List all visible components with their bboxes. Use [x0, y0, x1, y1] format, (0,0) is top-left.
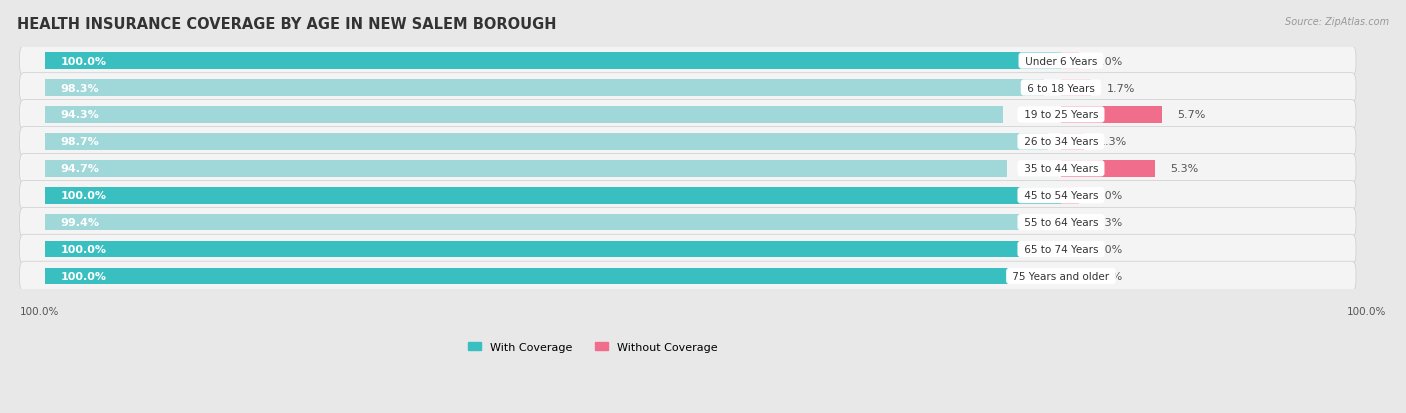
- FancyBboxPatch shape: [20, 235, 1355, 264]
- Bar: [1062, 107, 1163, 123]
- Text: 26 to 34 Years: 26 to 34 Years: [1021, 137, 1101, 147]
- Text: 100.0%: 100.0%: [60, 244, 107, 254]
- Bar: [1062, 161, 1156, 177]
- Text: 5.3%: 5.3%: [1170, 164, 1199, 174]
- Bar: [45, 134, 1047, 150]
- Text: Source: ZipAtlas.com: Source: ZipAtlas.com: [1285, 17, 1389, 26]
- Text: 35 to 44 Years: 35 to 44 Years: [1021, 164, 1101, 174]
- Bar: [1062, 80, 1091, 97]
- Text: 0.0%: 0.0%: [1094, 57, 1122, 66]
- Bar: [45, 268, 1062, 285]
- FancyBboxPatch shape: [20, 47, 1355, 76]
- Text: 19 to 25 Years: 19 to 25 Years: [1021, 110, 1101, 120]
- Text: 0.63%: 0.63%: [1087, 218, 1122, 228]
- Text: 6 to 18 Years: 6 to 18 Years: [1024, 83, 1098, 93]
- Bar: [45, 80, 1043, 97]
- Legend: With Coverage, Without Coverage: With Coverage, Without Coverage: [468, 342, 717, 352]
- Text: 45 to 54 Years: 45 to 54 Years: [1021, 191, 1101, 201]
- Text: 100.0%: 100.0%: [60, 191, 107, 201]
- Bar: [1062, 268, 1078, 285]
- FancyBboxPatch shape: [20, 208, 1355, 237]
- Text: 0.0%: 0.0%: [1094, 244, 1122, 254]
- FancyBboxPatch shape: [20, 154, 1355, 184]
- Text: 1.3%: 1.3%: [1099, 137, 1128, 147]
- Text: 100.0%: 100.0%: [20, 306, 59, 316]
- Text: 0.0%: 0.0%: [1094, 271, 1122, 281]
- Bar: [1062, 53, 1078, 70]
- Text: Under 6 Years: Under 6 Years: [1022, 57, 1101, 66]
- Bar: [1062, 134, 1084, 150]
- Bar: [45, 107, 1002, 123]
- Text: 98.7%: 98.7%: [60, 137, 100, 147]
- Text: 100.0%: 100.0%: [60, 271, 107, 281]
- Text: 1.7%: 1.7%: [1107, 83, 1135, 93]
- Text: 65 to 74 Years: 65 to 74 Years: [1021, 244, 1101, 254]
- Bar: [45, 214, 1054, 231]
- FancyBboxPatch shape: [20, 181, 1355, 211]
- Text: HEALTH INSURANCE COVERAGE BY AGE IN NEW SALEM BOROUGH: HEALTH INSURANCE COVERAGE BY AGE IN NEW …: [17, 17, 557, 31]
- FancyBboxPatch shape: [20, 100, 1355, 130]
- Bar: [45, 161, 1007, 177]
- Bar: [45, 53, 1062, 70]
- Text: 75 Years and older: 75 Years and older: [1010, 271, 1112, 281]
- FancyBboxPatch shape: [20, 74, 1355, 103]
- FancyBboxPatch shape: [20, 127, 1355, 157]
- Bar: [1062, 188, 1078, 204]
- Text: 100.0%: 100.0%: [60, 57, 107, 66]
- Bar: [45, 188, 1062, 204]
- Text: 94.3%: 94.3%: [60, 110, 100, 120]
- Bar: [1062, 241, 1078, 258]
- FancyBboxPatch shape: [20, 261, 1355, 291]
- Text: 5.7%: 5.7%: [1177, 110, 1206, 120]
- Bar: [45, 241, 1062, 258]
- Text: 94.7%: 94.7%: [60, 164, 100, 174]
- Bar: [1062, 214, 1073, 231]
- Text: 55 to 64 Years: 55 to 64 Years: [1021, 218, 1101, 228]
- Text: 99.4%: 99.4%: [60, 218, 100, 228]
- Text: 98.3%: 98.3%: [60, 83, 100, 93]
- Text: 100.0%: 100.0%: [1347, 306, 1386, 316]
- Text: 0.0%: 0.0%: [1094, 191, 1122, 201]
